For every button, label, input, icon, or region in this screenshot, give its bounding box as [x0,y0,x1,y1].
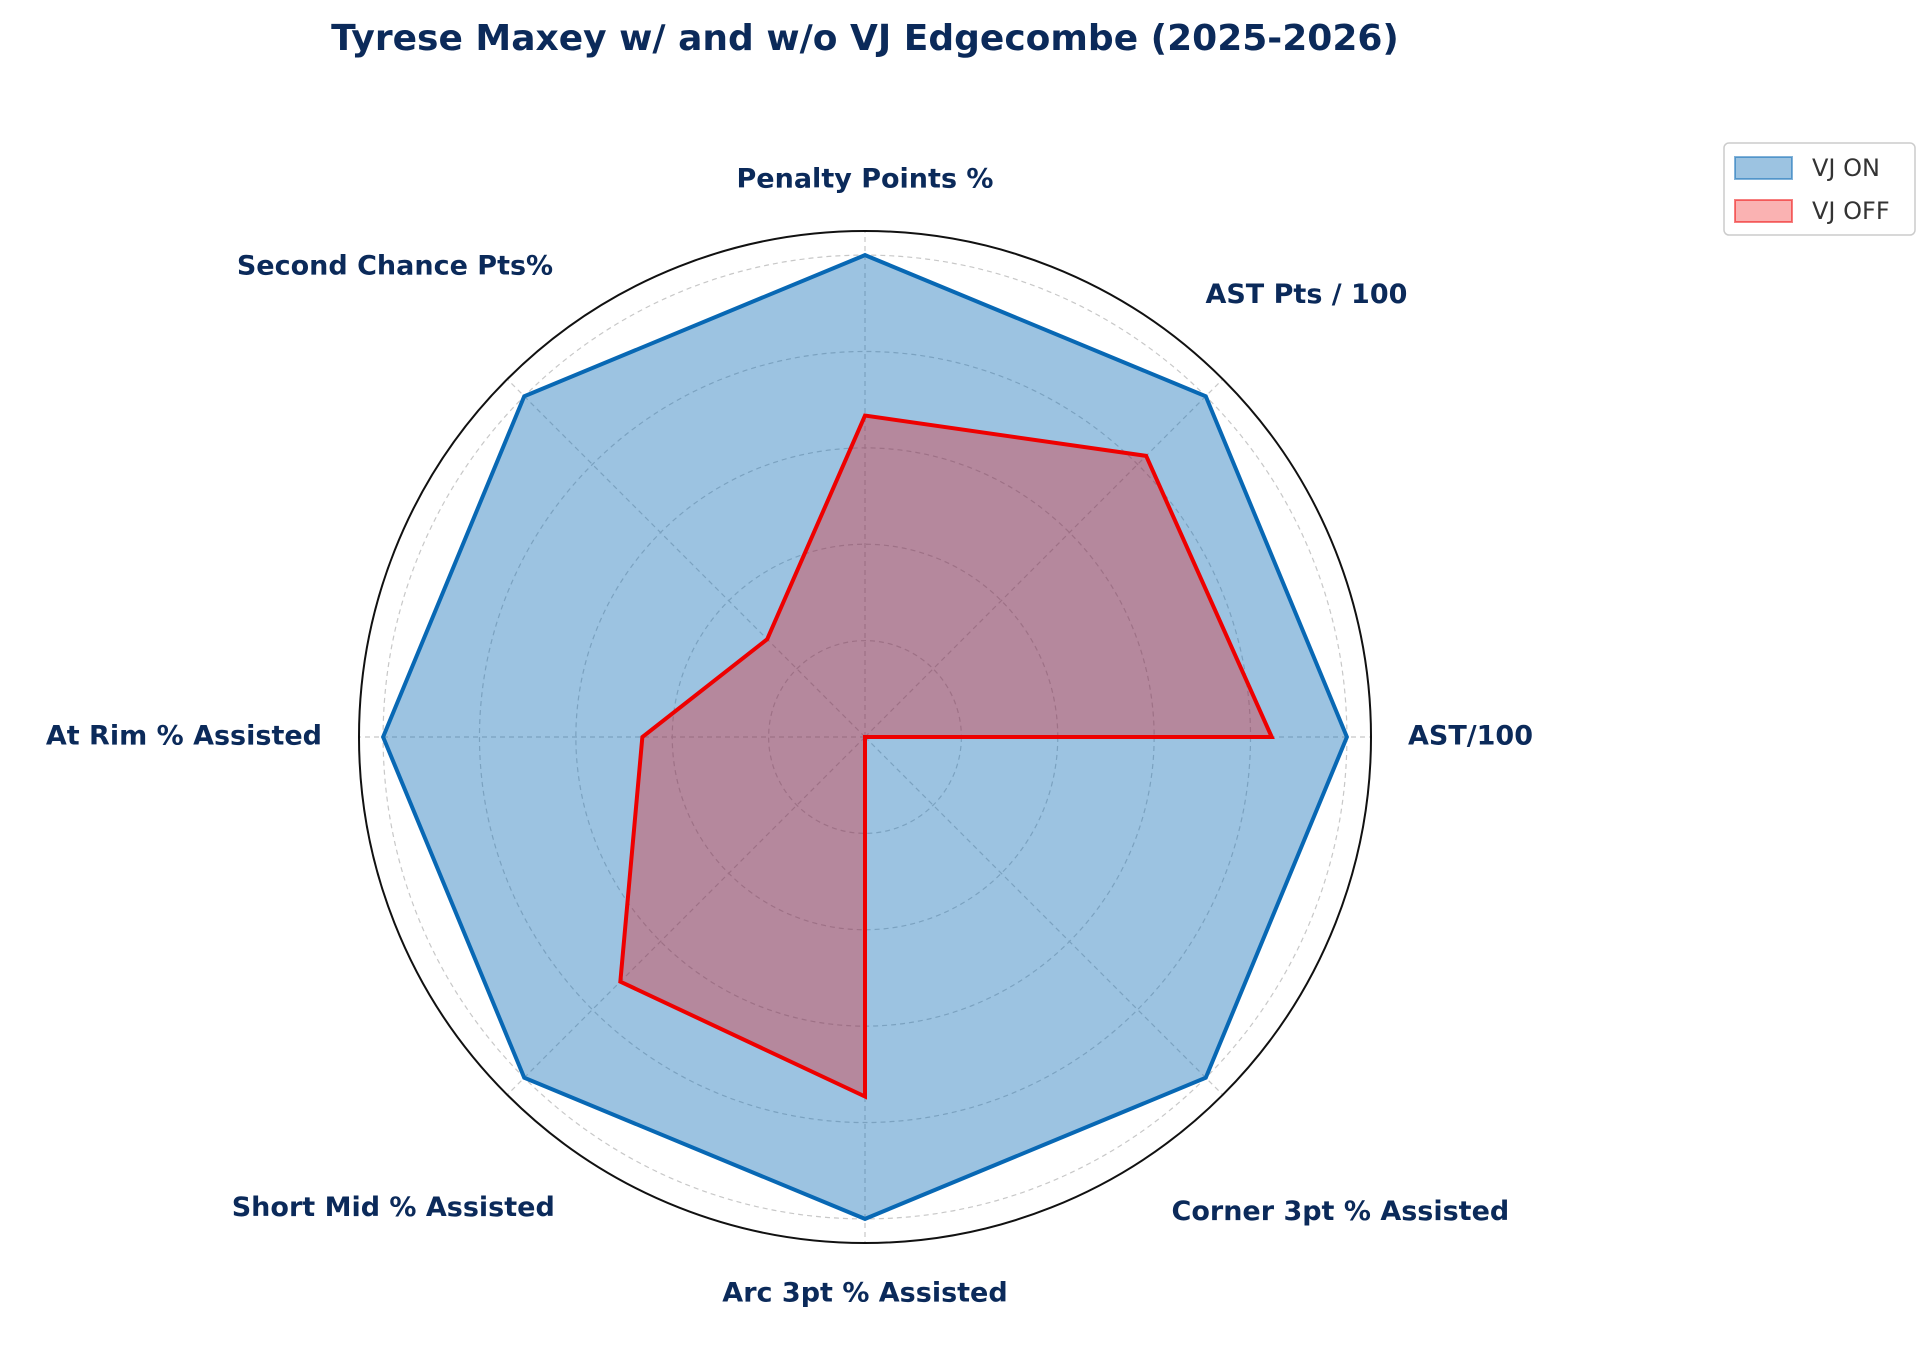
legend-swatch [1734,156,1793,180]
spoke [864,736,1224,1096]
legend-label: VJ ON [1812,154,1880,182]
category-label: Corner 3pt % Assisted [1172,1196,1510,1227]
spoke [864,378,1224,738]
category-label: Penalty Points % [737,164,994,195]
legend: VJ ON VJ OFF [1723,142,1916,236]
legend-swatch [1734,199,1793,223]
chart-title: Tyrese Maxey w/ and w/o VJ Edgecombe (20… [331,18,1399,59]
series-area [618,413,1275,1100]
category-label: Second Chance Pts% [237,250,553,281]
category-label: AST/100 [1408,721,1533,752]
category-label: At Rim % Assisted [46,721,322,752]
category-label: Arc 3pt % Assisted [722,1278,1007,1309]
category-label: AST Pts / 100 [1205,279,1407,310]
category-label: Short Mid % Assisted [232,1192,555,1223]
outer-frame [358,230,1372,1244]
spoke [506,736,866,1096]
legend-label: VJ OFF [1812,197,1890,225]
spoke [506,378,866,738]
legend-frame [1723,142,1916,236]
